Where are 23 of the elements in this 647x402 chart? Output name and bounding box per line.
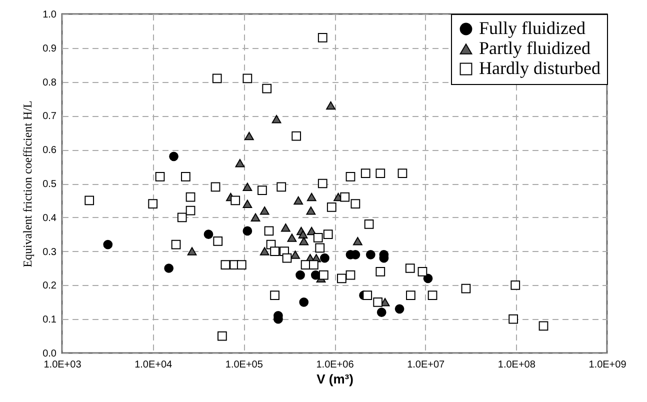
y-tick-label: 0.4 [42, 212, 57, 224]
y-tick-label: 0.9 [42, 43, 57, 54]
x-tick-label: 1.0E+04 [134, 360, 173, 370]
y-tick-label: 0.5 [42, 179, 57, 190]
legend-label: Hardly disturbed [479, 58, 600, 78]
y-tick-label: 0.8 [42, 77, 57, 88]
y-axis-title: Equivalent friction coefficient H/L [20, 100, 35, 268]
y-tick-label: 0.7 [42, 111, 57, 122]
y-tick-label: 1.0 [42, 10, 57, 20]
y-tick-label: 0.3 [42, 246, 57, 258]
x-tick-label: 1.0E+05 [225, 360, 264, 370]
legend-label: Partly fluidized [479, 38, 590, 58]
x-tick-label: 1.0E+09 [588, 360, 627, 370]
y-tick-label: 0.1 [42, 314, 57, 326]
x-tick-label: 1.0E+07 [407, 360, 446, 370]
x-axis-title: V (m³) [316, 372, 354, 386]
x-tick-label: 1.0E+08 [498, 360, 536, 370]
legend-label: Fully fluidized [479, 18, 586, 38]
x-tick-label: 1.0E+06 [316, 360, 354, 370]
y-tick-label: 0.0 [42, 348, 57, 360]
y-tick-label: 0.6 [42, 145, 57, 156]
x-tick-label: 1.0E+03 [44, 360, 82, 370]
y-tick-label: 0.2 [42, 280, 57, 292]
